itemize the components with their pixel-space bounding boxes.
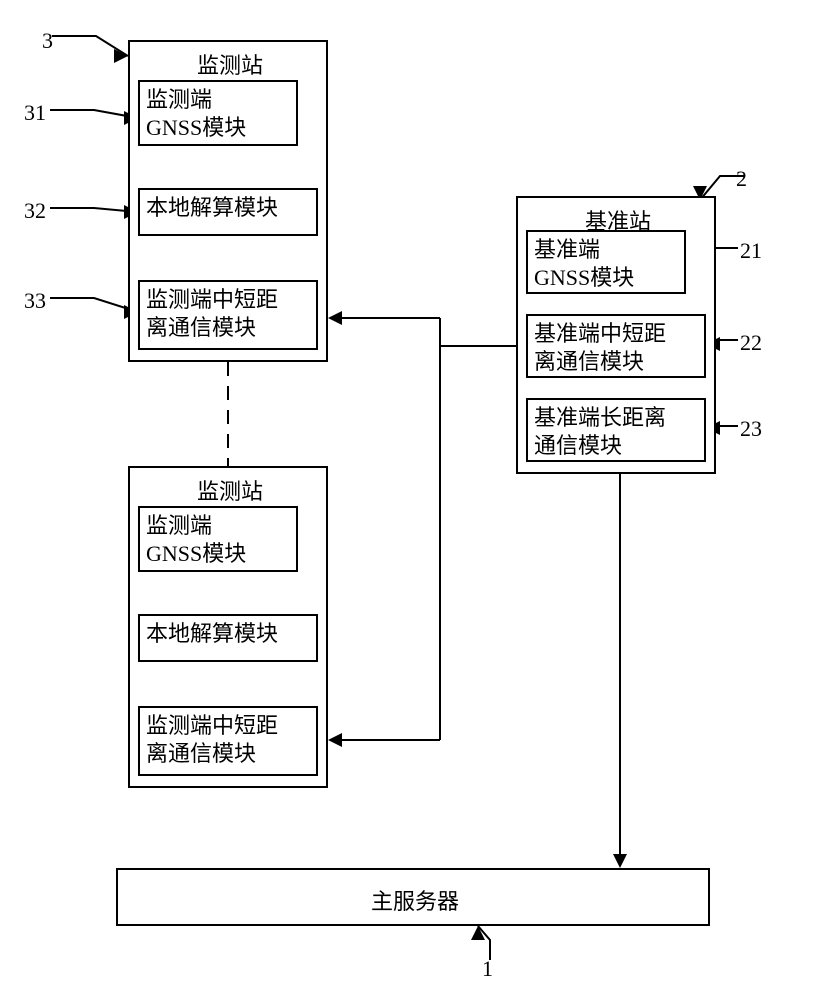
callout-22: 22 [740, 330, 762, 356]
base-station-module-1: 基准端中短距离通信模块 [526, 314, 706, 378]
callout-21: 21 [740, 238, 762, 264]
callout-3: 3 [42, 28, 53, 54]
callout-32: 32 [24, 198, 46, 224]
connector-layer [0, 0, 839, 1000]
monitor-station-2-module-0-text: 监测端GNSS模块 [146, 512, 290, 567]
main-server: 主服务器 [116, 868, 710, 926]
base-station-module-0-text: 基准端GNSS模块 [534, 236, 678, 291]
callout-33: 33 [24, 288, 46, 314]
base-station-module-2: 基准端长距离通信模块 [526, 398, 706, 462]
monitor-station-1-module-1-text: 本地解算模块 [146, 194, 310, 222]
monitor-station-2-module-1: 本地解算模块 [138, 614, 318, 662]
diagram-canvas: 监测站 监测站 基准站 主服务器 3 31 32 33 2 21 22 23 1… [0, 0, 839, 1000]
callout-1: 1 [482, 956, 493, 982]
monitor-station-2-title: 监测站 [130, 474, 330, 506]
monitor-station-2-module-1-text: 本地解算模块 [146, 620, 310, 648]
monitor-station-1-module-2: 监测端中短距离通信模块 [138, 280, 318, 350]
callout-2: 2 [736, 166, 747, 192]
monitor-station-1-title: 监测站 [130, 48, 330, 80]
monitor-station-2-module-0: 监测端GNSS模块 [138, 506, 298, 572]
monitor-station-2-module-2: 监测端中短距离通信模块 [138, 706, 318, 776]
callout-23: 23 [740, 416, 762, 442]
base-station-module-0: 基准端GNSS模块 [526, 230, 686, 294]
callout-31: 31 [24, 100, 46, 126]
monitor-station-2-module-2-text: 监测端中短距离通信模块 [146, 712, 310, 767]
base-station-module-1-text: 基准端中短距离通信模块 [534, 320, 698, 375]
base-station-module-2-text: 基准端长距离通信模块 [534, 404, 698, 459]
monitor-station-1-module-1: 本地解算模块 [138, 188, 318, 236]
main-server-label: 主服务器 [118, 884, 712, 916]
monitor-station-1-module-0-text: 监测端GNSS模块 [146, 86, 290, 141]
monitor-station-1-module-2-text: 监测端中短距离通信模块 [146, 286, 310, 341]
monitor-station-1-module-0: 监测端GNSS模块 [138, 80, 298, 146]
